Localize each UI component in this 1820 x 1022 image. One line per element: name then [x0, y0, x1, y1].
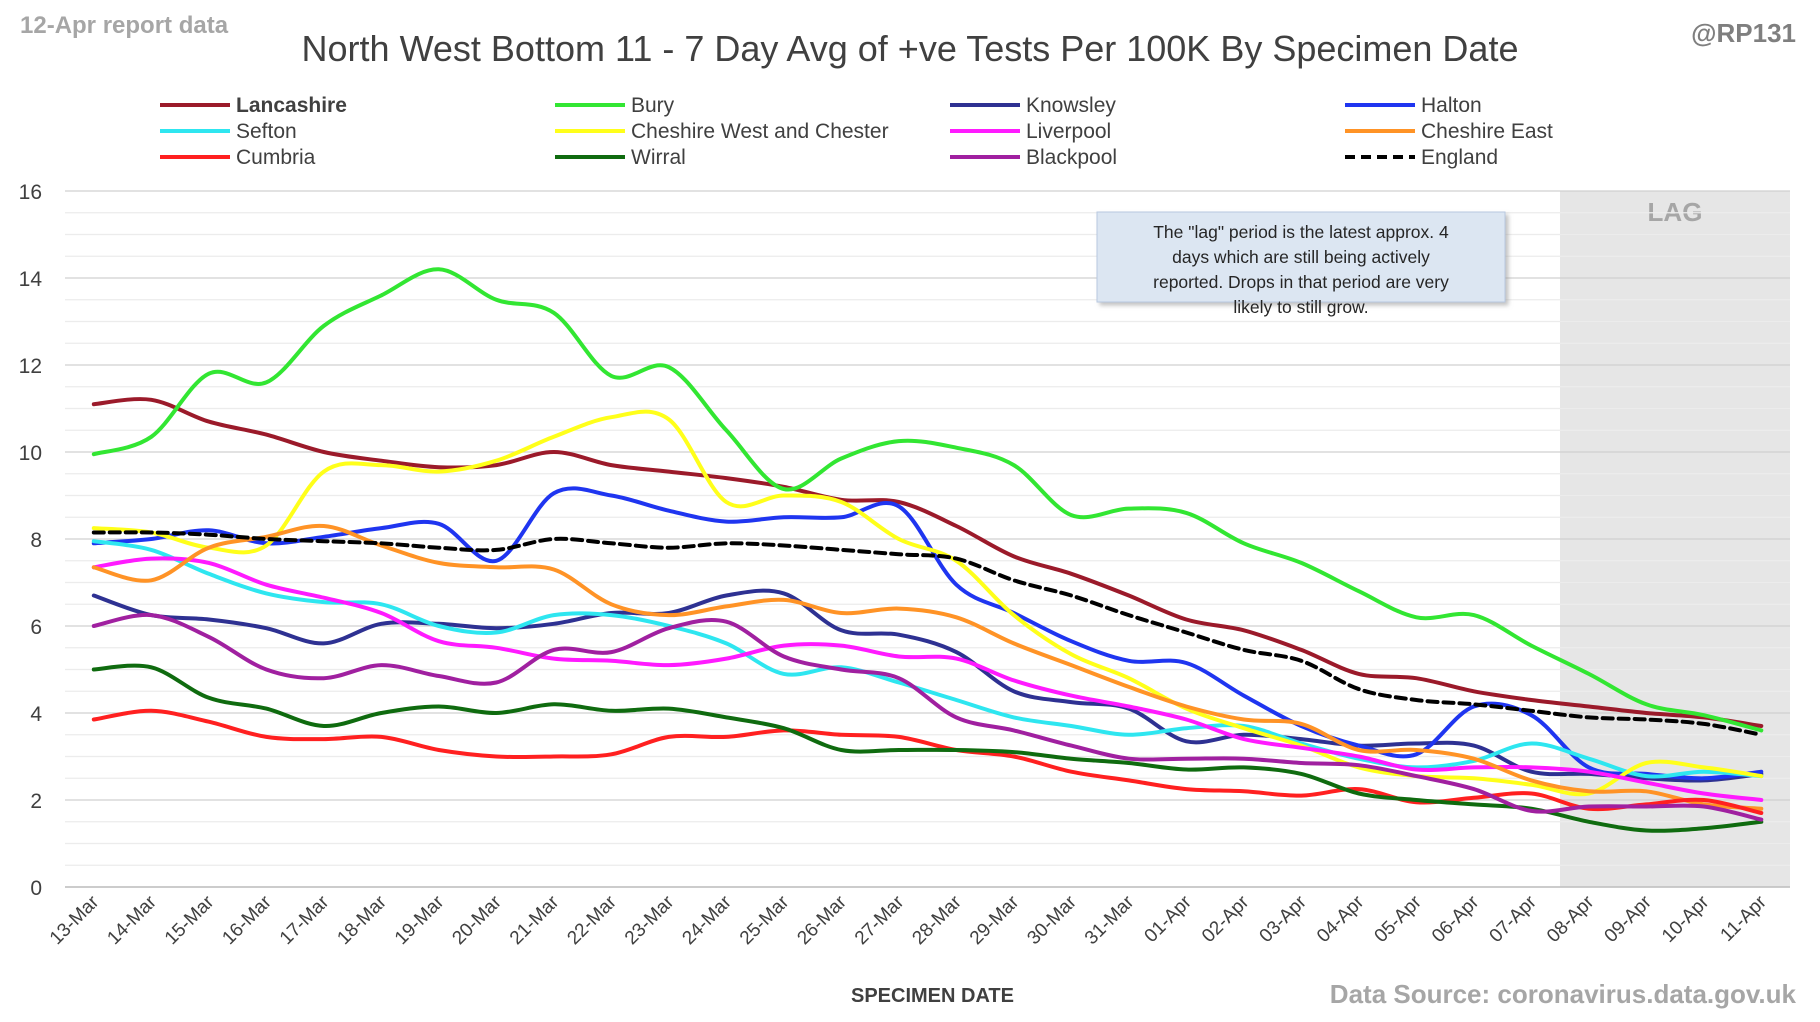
y-tick-label: 4 — [30, 703, 42, 726]
series-line-cumbria — [91, 708, 1764, 815]
author-handle: @RP131 — [1691, 18, 1796, 48]
y-tick-label: 10 — [19, 442, 42, 465]
legend-label-bury: Bury — [631, 94, 675, 117]
x-tick-label: 23-Mar — [621, 891, 679, 949]
x-tick-label: 18-Mar — [333, 891, 391, 949]
x-tick-label: 19-Mar — [391, 891, 449, 949]
x-tick-label: 02-Apr — [1198, 891, 1254, 947]
x-tick-label: 31-Mar — [1081, 891, 1139, 949]
y-tick-label: 16 — [19, 181, 42, 204]
series-line-blackpool — [91, 612, 1764, 822]
legend-label-blackpool: Blackpool — [1026, 146, 1117, 169]
x-tick-label: 30-Mar — [1023, 891, 1081, 949]
series-line-wirral — [91, 663, 1764, 833]
report-date-label: 12-Apr report data — [20, 12, 229, 39]
y-tick-label: 0 — [30, 877, 42, 900]
x-tick-label: 13-Mar — [46, 891, 104, 949]
series-line-halton — [91, 486, 1764, 781]
legend-label-wirral: Wirral — [631, 146, 686, 169]
x-tick-label: 06-Apr — [1428, 891, 1484, 947]
series-line-england — [91, 530, 1764, 737]
x-tick-label: 05-Apr — [1371, 891, 1427, 947]
y-tick-label: 12 — [19, 355, 42, 378]
x-tick-label: 10-Apr — [1658, 891, 1714, 947]
x-tick-label: 03-Apr — [1256, 891, 1312, 947]
legend-label-sefton: Sefton — [236, 120, 297, 143]
x-tick-label: 08-Apr — [1543, 891, 1599, 947]
legend-label-england: England — [1421, 146, 1498, 169]
lag-annotation-text: The "lag" period is the latest approx. 4… — [1153, 222, 1449, 317]
x-tick-label: 04-Apr — [1313, 891, 1369, 947]
series-line-knowsley — [91, 588, 1764, 783]
chart-title: North West Bottom 11 - 7 Day Avg of +ve … — [301, 28, 1519, 69]
x-tick-label: 21-Mar — [506, 891, 564, 949]
x-tick-label: 22-Mar — [563, 891, 621, 949]
legend-label-cheshire-east: Cheshire East — [1421, 120, 1553, 143]
x-tick-label: 26-Mar — [793, 891, 851, 949]
legend-label-lancashire: Lancashire — [236, 94, 347, 117]
legend-label-halton: Halton — [1421, 94, 1482, 117]
x-tick-label: 24-Mar — [678, 891, 736, 949]
x-tick-label: 15-Mar — [161, 891, 219, 949]
series-line-liverpool — [91, 556, 1764, 802]
x-tick-label: 16-Mar — [218, 891, 276, 949]
x-tick-label: 27-Mar — [851, 891, 909, 949]
y-tick-label: 14 — [19, 268, 43, 291]
series-line-lancashire — [91, 397, 1764, 728]
y-tick-label: 6 — [30, 616, 42, 639]
x-tick-label: 14-Mar — [103, 891, 161, 949]
lag-label: LAG — [1648, 197, 1703, 227]
x-tick-label: 29-Mar — [966, 891, 1024, 949]
legend-label-cumbria: Cumbria — [236, 146, 316, 169]
lag-annotation-box — [1096, 211, 1506, 303]
x-tick-label: 01-Apr — [1141, 891, 1197, 947]
data-source-label: Data Source: coronavirus.data.gov.uk — [1329, 979, 1796, 1009]
y-tick-label: 8 — [30, 529, 42, 552]
legend-label-cheshire-west-and-chester: Cheshire West and Chester — [631, 120, 889, 143]
x-tick-label: 09-Apr — [1601, 891, 1657, 947]
x-tick-label: 17-Mar — [276, 891, 334, 949]
legend-label-liverpool: Liverpool — [1026, 120, 1111, 143]
x-tick-label: 28-Mar — [908, 891, 966, 949]
legend-label-knowsley: Knowsley — [1026, 94, 1116, 117]
x-tick-label: 25-Mar — [736, 891, 794, 949]
x-tick-label: 11-Apr — [1717, 891, 1772, 946]
y-tick-label: 2 — [30, 790, 42, 813]
x-tick-label: 07-Apr — [1486, 891, 1542, 947]
series-line-cheshire-west-and-chester — [91, 409, 1764, 797]
series-line-bury — [91, 267, 1764, 733]
x-axis-title: SPECIMEN DATE — [851, 985, 1014, 1007]
x-tick-label: 20-Mar — [448, 891, 506, 949]
